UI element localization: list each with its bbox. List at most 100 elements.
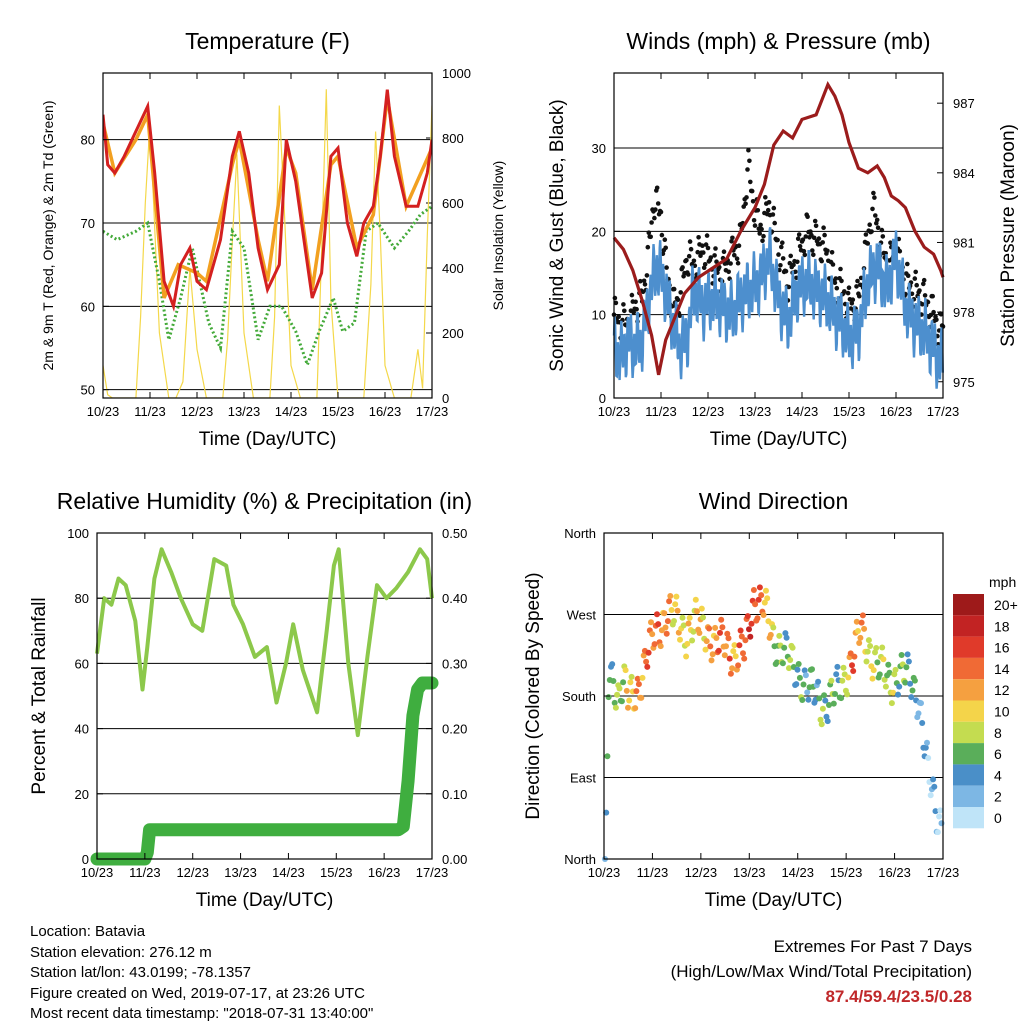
extremes-panel: Extremes For Past 7 Days (High/Low/Max W… <box>671 934 972 1009</box>
colorbar-swatch <box>953 679 984 701</box>
direction-point <box>908 694 915 701</box>
direction-point <box>886 669 893 676</box>
direction-point <box>750 587 757 593</box>
direction-point <box>639 674 646 681</box>
gust-point <box>696 235 701 240</box>
gust-point <box>752 223 758 228</box>
colorbar-label: 4 <box>994 767 1002 783</box>
colorbar-swatch <box>953 636 984 658</box>
y2-tick-label: 1000 <box>442 66 471 81</box>
y-tick-label: 40 <box>75 722 89 737</box>
station-info: Location: Batavia Station elevation: 276… <box>30 922 373 1025</box>
direction-point <box>796 674 803 681</box>
direction-point <box>925 755 932 761</box>
gust-point <box>770 212 776 217</box>
gust-point <box>854 284 859 289</box>
direction-point <box>936 813 943 820</box>
x-tick-label: 13/23 <box>733 865 766 880</box>
gust-point <box>631 310 636 315</box>
gust-point <box>921 281 926 287</box>
y2-tick-label: 600 <box>442 196 464 211</box>
y-tick-label: 0 <box>599 391 606 406</box>
gust-point <box>846 285 852 291</box>
direction-point <box>907 680 914 687</box>
direction-point <box>830 700 837 707</box>
y-tick-label: 20 <box>592 224 606 239</box>
colorbar-swatch <box>953 807 984 829</box>
precip-line <box>90 676 439 866</box>
gust-point <box>646 230 652 235</box>
direction-point <box>779 660 786 667</box>
direction-point <box>795 661 802 667</box>
colorbar-title: mph <box>989 574 1016 590</box>
x-tick-label: 15/23 <box>322 404 355 419</box>
direction-point <box>934 829 941 836</box>
direction-point <box>645 649 652 656</box>
gust-point <box>686 272 691 277</box>
gust-point <box>708 255 714 260</box>
direction-point <box>801 667 808 674</box>
direction-point <box>633 688 640 695</box>
gust-point <box>849 301 855 306</box>
direction-point <box>627 679 634 686</box>
gust-point <box>772 220 777 226</box>
direction-point <box>844 691 851 698</box>
y2-tick-label: 975 <box>953 375 975 390</box>
gust-point <box>821 225 826 230</box>
chart-title: Temperature (F) <box>185 28 350 54</box>
y-tick-label: 60 <box>75 656 89 671</box>
gust-point <box>871 190 876 196</box>
gust-point <box>655 201 661 206</box>
direction-point <box>661 610 668 617</box>
gust-point <box>732 252 737 258</box>
direction-point <box>918 700 924 707</box>
direction-point <box>677 636 683 643</box>
direction-point <box>649 631 656 638</box>
gust-point <box>702 262 708 267</box>
direction-point <box>628 673 635 680</box>
colorbar-swatch <box>953 657 984 680</box>
y-tick-label: 70 <box>81 216 95 231</box>
direction-point <box>761 599 768 606</box>
gust-point <box>729 239 734 244</box>
gust-point <box>653 207 658 212</box>
gust-point <box>757 231 762 236</box>
x-tick-label: 14/23 <box>781 865 814 880</box>
y-tick-label: 30 <box>592 141 606 156</box>
gust-point <box>691 258 697 264</box>
direction-point <box>930 776 937 783</box>
direction-point <box>655 621 662 628</box>
y-tick-label: 20 <box>75 787 89 802</box>
direction-point <box>834 663 841 670</box>
gust-point <box>663 245 668 251</box>
gust-point <box>744 195 749 200</box>
gust-point <box>811 235 817 241</box>
gust-point <box>748 179 753 185</box>
x-tick-label: 12/23 <box>176 865 209 880</box>
direction-point <box>867 643 874 649</box>
gust-point <box>678 290 683 295</box>
direction-point <box>856 640 863 646</box>
gust-point <box>787 260 793 266</box>
gust-point <box>776 252 781 257</box>
direction-point <box>672 601 679 608</box>
x-tick-label: 16/23 <box>369 404 402 419</box>
gust-point <box>912 276 918 281</box>
gust-point <box>800 237 806 242</box>
x-axis-label: Time (Day/UTC) <box>196 890 334 911</box>
gust-point <box>763 195 768 200</box>
direction-point <box>747 633 754 640</box>
direction-point <box>717 629 723 636</box>
location-text: Location: Batavia <box>30 923 146 940</box>
direction-point <box>911 677 918 684</box>
colorbar-label: 16 <box>994 640 1010 656</box>
direction-point <box>684 640 691 647</box>
gust-point <box>816 236 822 241</box>
gust-point <box>750 199 756 204</box>
gust-point <box>812 218 818 224</box>
x-tick-label: 16/23 <box>880 404 913 419</box>
direction-point <box>890 689 897 696</box>
x-tick-label: 17/23 <box>927 865 960 880</box>
direction-point <box>821 692 828 699</box>
